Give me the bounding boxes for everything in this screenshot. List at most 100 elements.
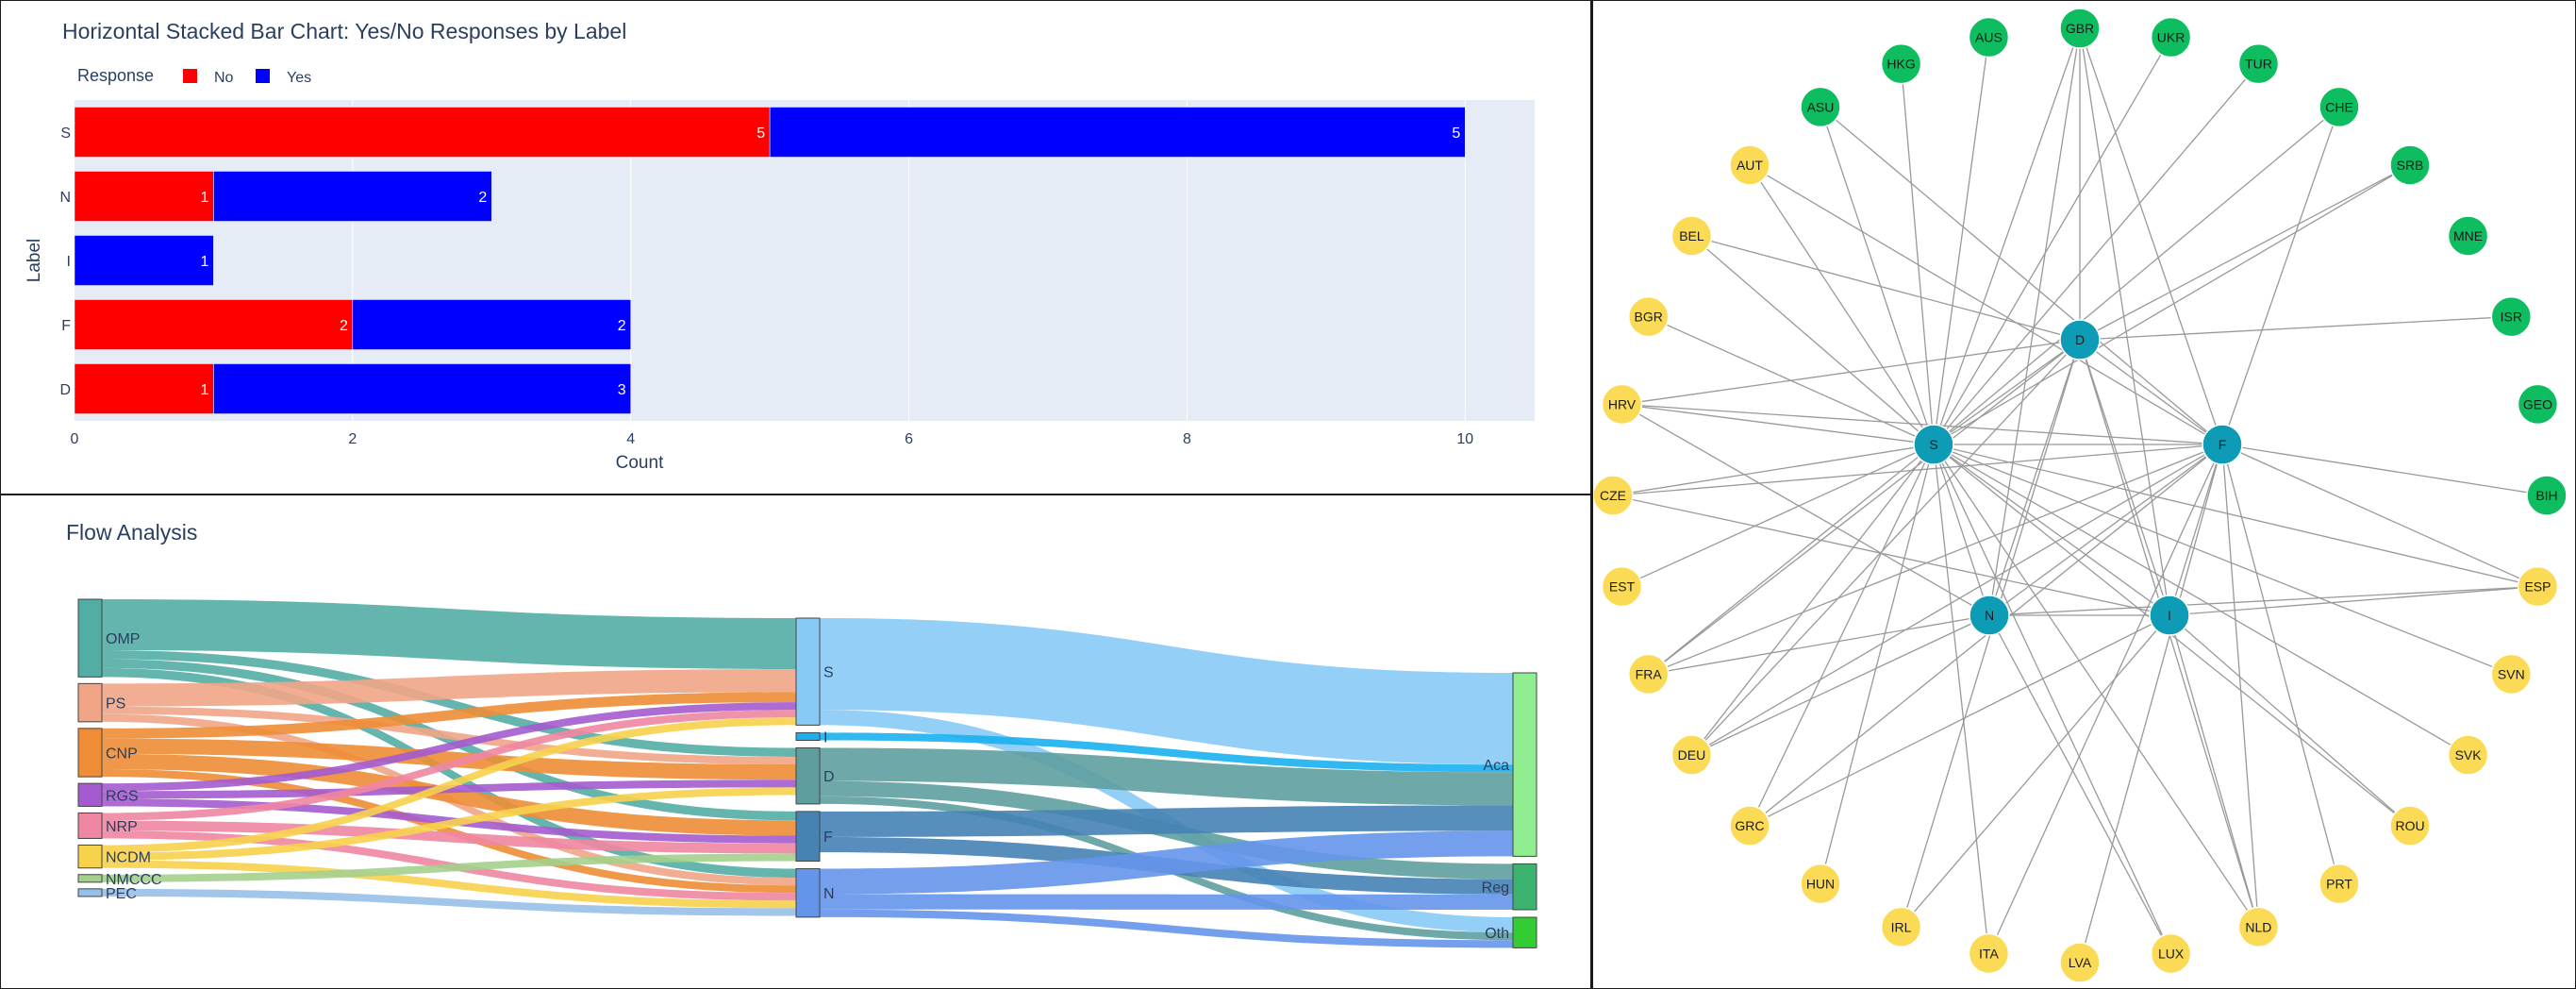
sankey-link (102, 669, 796, 707)
network-node-label: I (2168, 608, 2171, 623)
sankey-link (102, 650, 796, 757)
sankey-link (820, 894, 1513, 910)
sankey-node-label: PS (106, 696, 125, 712)
sankey-link (102, 787, 796, 861)
network-edge (1901, 614, 2170, 928)
sankey-node-aca (1512, 672, 1537, 857)
network-node-label: F (2219, 437, 2227, 452)
network-edge (2079, 164, 2411, 341)
network-edge (1621, 403, 2223, 445)
network-node-label: SRB (2397, 158, 2424, 173)
network-panel: GBR UKR TUR CHE SRB MNE ISR GEO BIH ESP SVN SVK ROU P… (1593, 0, 2576, 989)
network-edge (1749, 614, 2170, 827)
sankey-link (820, 732, 1513, 773)
network-edge (1749, 164, 2223, 445)
legend-swatch-yes (256, 69, 270, 83)
network-node-isr (2490, 295, 2533, 338)
bar-chart-svg: 0 2 4 6 8 10 Count Label S 5 5 N 1 2 I 1 F 2 2 D 1 3 Response N… (25, 66, 1535, 473)
sankey-node-nmccc (77, 874, 103, 883)
x-tick-label: 6 (905, 431, 913, 447)
network-node-label: NLD (2245, 919, 2271, 934)
bar-segment-yes (74, 235, 214, 286)
network-node-d (2059, 319, 2101, 360)
legend-label-no: No (214, 70, 234, 86)
y-tick-label: N (59, 190, 71, 206)
network-node-s (1913, 424, 1954, 465)
network-edge (2079, 315, 2512, 341)
x-tick-label: 8 (1183, 431, 1191, 447)
x-axis-label: Count (616, 453, 664, 473)
network-node-hkg (1880, 42, 1922, 85)
sankey-link (102, 820, 796, 854)
network-edge (1612, 444, 2223, 496)
sankey-link (820, 618, 1513, 765)
bar-segment-yes (213, 171, 492, 222)
network-edge (1621, 403, 1935, 445)
bar-segment-no (74, 171, 214, 222)
bar-data-label: 3 (618, 382, 626, 398)
network-node-ita (1968, 932, 2010, 975)
network-node-label: MNE (2453, 228, 2483, 243)
network-edge (1621, 339, 2081, 406)
network-node-cze (1593, 475, 1634, 516)
network-node-label: HRV (1608, 396, 1637, 411)
sankey-node-label: NCDM (106, 850, 151, 866)
network-node-deu (1670, 734, 1713, 776)
network-node-label: TUR (2245, 57, 2272, 72)
network-edge (1820, 107, 1935, 445)
network-node-label: CZE (1600, 488, 1626, 503)
bar-segment-yes (769, 107, 1466, 158)
network-node-label: GRC (1735, 818, 1764, 833)
x-tick-label: 4 (626, 431, 635, 447)
network-node-label: PRT (2326, 877, 2352, 892)
bar-data-label: 2 (340, 318, 348, 334)
bar-data-label: 2 (478, 190, 487, 206)
network-node-bgr (1627, 295, 1670, 338)
network-node-label: D (2075, 332, 2085, 347)
network-node-aut (1729, 144, 1770, 186)
x-tick-label: 10 (1456, 431, 1473, 447)
sankey-node-n (795, 868, 821, 918)
bar-chart-title: Horizontal Stacked Bar Chart: Yes/No Res… (62, 19, 627, 43)
sankey-node-label: Reg (1482, 880, 1509, 897)
network-node-asu (1800, 86, 1841, 128)
bar-segment-no (74, 363, 214, 414)
sankey-link (102, 702, 796, 792)
bar-data-label: 1 (201, 382, 209, 398)
sankey-link (102, 738, 796, 780)
network-node-label: ISR (2501, 310, 2522, 325)
network-node-prt (2318, 863, 2360, 905)
network-edge (1691, 614, 1990, 756)
network-edge (1933, 339, 2081, 445)
bar-data-label: 5 (756, 126, 765, 142)
sankey-node-label: S (823, 665, 834, 681)
sankey-panel: Flow Analysis OMP PS CNP RGS NRP NCDM NMCCC PEC… (0, 495, 1591, 989)
network-edge (1690, 235, 1935, 445)
legend-title: Response (77, 66, 154, 85)
network-node-ukr (2150, 16, 2192, 59)
sankey-link (102, 853, 796, 882)
sankey-node-nrp (77, 812, 103, 839)
x-tick-label: 0 (71, 431, 79, 447)
network-edge (1648, 339, 2081, 675)
network-node-label: HKG (1886, 57, 1915, 72)
network-edge (1933, 63, 2259, 445)
network-edge (2221, 444, 2538, 588)
network-node-hrv (1601, 383, 1643, 426)
network-edge (2221, 444, 2340, 884)
network-edge (1933, 444, 1990, 616)
network-edge (1648, 444, 1935, 675)
sankey-node-label: PEC (106, 886, 137, 902)
sankey-node-reg (1512, 863, 1537, 911)
network-edge (1820, 106, 2223, 445)
x-tick-label: 2 (348, 431, 357, 447)
bar-segment-yes (352, 299, 631, 350)
network-edge (1933, 444, 2512, 676)
network-edge (1612, 444, 1935, 496)
network-node-geo (2517, 383, 2559, 426)
bar-segment-no (74, 299, 354, 350)
sankey-node-cnp (77, 728, 103, 778)
network-edge (1988, 339, 2081, 616)
network-node-mne (2447, 215, 2489, 257)
